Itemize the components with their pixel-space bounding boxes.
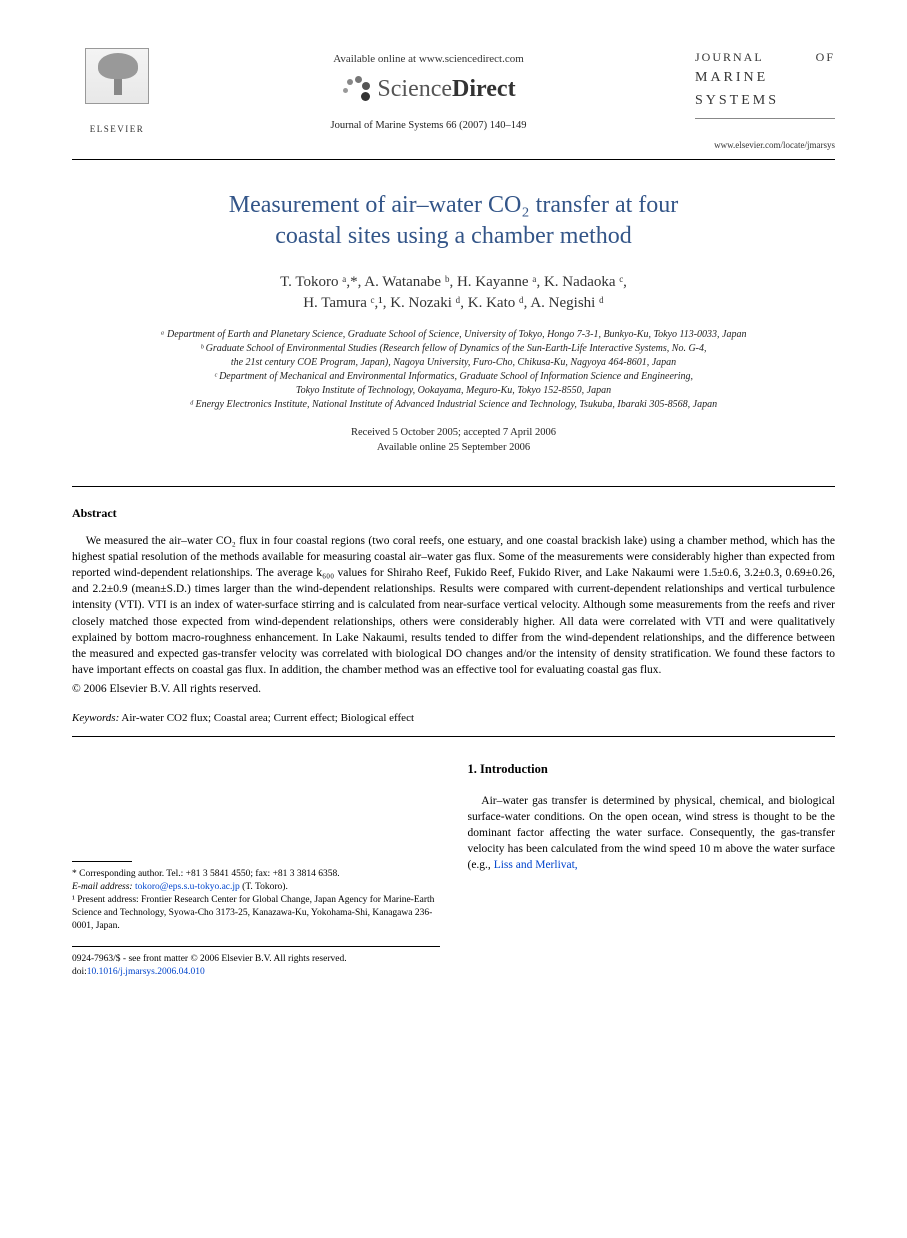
article-title: Measurement of air–water CO₂ transfer at… (72, 190, 835, 252)
article-dates: Received 5 October 2005; accepted 7 Apri… (72, 426, 835, 455)
abstract-body: We measured the air–water CO₂ flux in fo… (72, 533, 835, 678)
header-rule (72, 159, 835, 160)
intro-paragraph: Air–water gas transfer is determined by … (468, 793, 836, 873)
journal-logo-line1: JOURNAL OF (695, 48, 835, 67)
elsevier-name: ELSEVIER (90, 123, 145, 135)
affiliation-a: ᵃ Department of Earth and Planetary Scie… (72, 328, 835, 342)
footer-rule (72, 946, 440, 947)
affiliation-b-l1: ᵇ Graduate School of Environmental Studi… (72, 342, 835, 356)
section-1-heading: 1. Introduction (468, 761, 836, 779)
intro-citation[interactable]: Liss and Merlivat, (494, 859, 578, 871)
footnote-rule (72, 861, 132, 862)
header-row: ELSEVIER Available online at www.science… (72, 48, 835, 151)
right-column: 1. Introduction Air–water gas transfer i… (468, 761, 836, 978)
authors-block: T. Tokoro ᵃ,*, A. Watanabe ᵇ, H. Kayanne… (72, 272, 835, 314)
title-line1: Measurement of air–water CO₂ transfer at… (229, 192, 679, 218)
abstract-copyright: © 2006 Elsevier B.V. All rights reserved… (72, 682, 835, 698)
doi-link[interactable]: 10.1016/j.jmarsys.2006.04.010 (87, 967, 205, 977)
available-online-text: Available online at www.sciencedirect.co… (333, 52, 524, 67)
abstract-heading: Abstract (72, 505, 835, 521)
authors-line1: T. Tokoro ᵃ,*, A. Watanabe ᵇ, H. Kayanne… (280, 274, 627, 290)
dates-line2: Available online 25 September 2006 (377, 442, 530, 453)
footer-line2: doi:10.1016/j.jmarsys.2006.04.010 (72, 966, 440, 978)
keywords-line: Keywords: Air-water CO2 flux; Coastal ar… (72, 711, 835, 726)
citation-line: Journal of Marine Systems 66 (2007) 140–… (331, 119, 527, 133)
affiliation-b-l2: the 21st century COE Program, Japan), Na… (72, 356, 835, 370)
email-label: E-mail address: (72, 882, 135, 892)
affiliation-d: ᵈ Energy Electronics Institute, National… (72, 398, 835, 412)
dates-line1: Received 5 October 2005; accepted 7 Apri… (351, 427, 556, 438)
sciencedirect-swirl-icon (341, 74, 371, 104)
sciencedirect-name: ScienceDirect (377, 73, 515, 105)
affiliations-block: ᵃ Department of Earth and Planetary Scie… (72, 328, 835, 412)
affiliation-c-l1: ᶜ Department of Mechanical and Environme… (72, 370, 835, 384)
title-line2: coastal sites using a chamber method (275, 223, 632, 249)
header-center: Available online at www.sciencedirect.co… (162, 48, 695, 133)
footer-text: 0924-7963/$ - see front matter © 2006 El… (72, 953, 440, 978)
affiliation-c-l2: Tokyo Institute of Technology, Ookayama,… (72, 384, 835, 398)
journal-logo-line2: MARINE (695, 67, 835, 89)
corresponding-author: * Corresponding author. Tel.: +81 3 5841… (72, 868, 440, 881)
sd-name-light: Science (377, 76, 452, 102)
email-suffix: (T. Tokoro). (240, 882, 288, 892)
present-address: ¹ Present address: Frontier Research Cen… (72, 894, 440, 932)
email-line: E-mail address: tokoro@eps.s.u-tokyo.ac.… (72, 881, 440, 894)
doi-prefix: doi: (72, 967, 87, 977)
footer-line1: 0924-7963/$ - see front matter © 2006 El… (72, 953, 440, 965)
abstract-top-rule (72, 486, 835, 487)
journal-url: www.elsevier.com/locate/jmarsys (695, 139, 835, 151)
keywords-text: Air-water CO2 flux; Coastal area; Curren… (119, 712, 414, 724)
journal-logo-block: JOURNAL OF MARINE SYSTEMS www.elsevier.c… (695, 48, 835, 151)
two-column-body: * Corresponding author. Tel.: +81 3 5841… (72, 761, 835, 978)
sciencedirect-logo: ScienceDirect (341, 73, 515, 105)
journal-logo-rule (695, 118, 835, 119)
publisher-logo-block: ELSEVIER (72, 48, 162, 135)
elsevier-logo (85, 48, 149, 120)
journal-logo: JOURNAL OF MARINE SYSTEMS (695, 48, 835, 119)
email-link[interactable]: tokoro@eps.s.u-tokyo.ac.jp (135, 882, 240, 892)
authors-line2: H. Tamura ᶜ,¹, K. Nozaki ᵈ, K. Kato ᵈ, A… (303, 295, 604, 311)
journal-logo-line3: SYSTEMS (695, 90, 835, 112)
left-column: * Corresponding author. Tel.: +81 3 5841… (72, 761, 440, 978)
elsevier-tree-icon (85, 48, 149, 104)
abstract-bottom-rule (72, 736, 835, 737)
sd-name-bold: Direct (452, 76, 516, 102)
keywords-label: Keywords: (72, 712, 119, 724)
footnote-block: * Corresponding author. Tel.: +81 3 5841… (72, 868, 440, 932)
